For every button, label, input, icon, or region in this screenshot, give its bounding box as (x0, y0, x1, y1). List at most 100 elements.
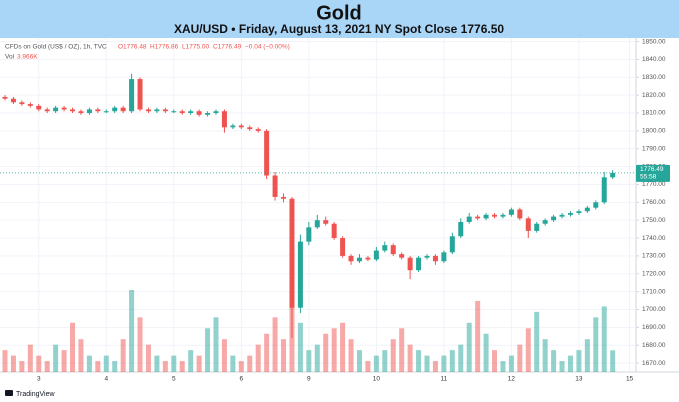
candle-body (10, 98, 16, 103)
ohlc-label: L1775.00 (182, 44, 209, 51)
candle-body (137, 79, 143, 110)
volume-bar (86, 355, 92, 372)
y-tick-label: 1810.00 (642, 110, 666, 117)
volume-bar (78, 339, 84, 372)
volume-bar (340, 322, 346, 372)
volume-bar (390, 339, 396, 372)
candle-body (70, 109, 76, 112)
volume-bar (247, 355, 253, 372)
candle-body (432, 255, 438, 262)
header-band (0, 0, 679, 38)
volume-bar (112, 361, 118, 372)
volume-bar (559, 361, 565, 372)
x-tick-label: 12 (508, 376, 516, 383)
volume-bar (416, 350, 422, 372)
y-tick-label: 1710.00 (642, 288, 666, 295)
y-tick-label: 1760.00 (642, 199, 666, 206)
candle-body (213, 111, 219, 114)
candle-body (162, 109, 168, 112)
volume-bar (264, 333, 270, 372)
volume-bar (567, 355, 573, 372)
volume-bar (53, 344, 59, 372)
candle-body (264, 130, 270, 176)
candle-body (534, 223, 540, 231)
volume-bar (281, 339, 287, 372)
volume-bar (593, 317, 599, 372)
volume-bar (179, 361, 185, 372)
candle-body (441, 252, 447, 262)
candle-body (483, 214, 489, 219)
volume-bar (162, 361, 168, 372)
volume-bar (213, 317, 219, 372)
volume-bar (255, 344, 261, 372)
volume-bar (306, 350, 312, 372)
volume-bar (323, 333, 329, 372)
volume-bar (120, 339, 126, 372)
volume-value: 3.966K (17, 54, 38, 61)
candle-body (382, 245, 388, 251)
candle-body (61, 107, 67, 110)
watermark: TradingView (5, 390, 55, 398)
candle-body (323, 220, 329, 224)
candle-body (145, 109, 151, 112)
volume-bar (27, 344, 33, 372)
candle-body (188, 111, 194, 114)
candle-body (340, 238, 346, 256)
volume-bar (601, 306, 607, 372)
candle-body (129, 79, 135, 112)
candle-body (356, 257, 362, 262)
volume-bar (188, 350, 194, 372)
y-tick-label: 1690.00 (642, 324, 666, 331)
candle-body (416, 257, 422, 271)
volume-bar (373, 355, 379, 372)
volume-bar (441, 355, 447, 372)
watermark-text: TradingView (16, 391, 55, 398)
volume-bar (458, 344, 464, 372)
price-tag-countdown: 55:58 (640, 174, 657, 181)
candle-body (297, 241, 303, 308)
x-tick-label: 4 (104, 376, 108, 383)
candle-body (44, 109, 50, 112)
volume-bar (542, 339, 548, 372)
price-tag-label: 1776.49 (640, 166, 664, 173)
volume-bar (483, 333, 489, 372)
volume-bar (348, 339, 354, 372)
candle-body (576, 211, 582, 214)
volume-bar (432, 361, 438, 372)
price-tag (636, 164, 670, 182)
candle-body (365, 257, 371, 260)
candle-body (95, 109, 101, 112)
y-tick-label: 1680.00 (642, 342, 666, 349)
volume-bar (95, 361, 101, 372)
candle-body (36, 105, 42, 110)
volume-bar (19, 361, 25, 372)
volume-bar (10, 355, 16, 372)
candle-body (525, 218, 531, 231)
volume-bar (297, 322, 303, 372)
volume-bar (205, 328, 211, 372)
candle-body (289, 198, 295, 308)
y-tick-label: 1850.00 (642, 38, 666, 45)
candle-body (78, 111, 84, 114)
volume-bar (365, 361, 371, 372)
y-tick-label: 1750.00 (642, 217, 666, 224)
y-tick-label: 1770.00 (642, 181, 666, 188)
y-tick-label: 1740.00 (642, 235, 666, 242)
candle-body (475, 216, 481, 219)
x-tick-label: 15 (626, 376, 634, 383)
x-tick-label: 10 (373, 376, 381, 383)
volume-bar (500, 361, 506, 372)
candle-body (238, 125, 244, 128)
y-tick-label: 1730.00 (642, 253, 666, 260)
y-tick-label: 1720.00 (642, 270, 666, 277)
candle-body (179, 111, 185, 114)
candle-body (255, 129, 261, 131)
candle-body (221, 111, 227, 128)
ohlc-label: O1776.48 (118, 44, 147, 51)
candle-body (331, 223, 337, 239)
candle-body (373, 250, 379, 260)
candle-body (399, 254, 405, 258)
volume-bar (551, 350, 557, 372)
volume-bar (36, 355, 42, 372)
